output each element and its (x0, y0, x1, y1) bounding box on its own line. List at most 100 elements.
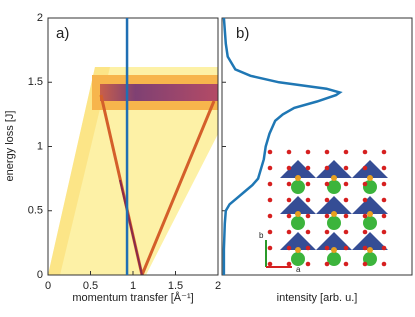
atom-green (291, 216, 305, 230)
atom-red (305, 149, 311, 155)
panel-label: b) (236, 25, 249, 42)
atom-red (267, 213, 273, 219)
atom-red (362, 149, 368, 155)
atom-gold (295, 211, 301, 217)
atom-red (324, 229, 330, 235)
axes-b (221, 17, 413, 276)
atom-red (286, 261, 292, 267)
atom-red (267, 261, 273, 267)
y-tick-label: 0.5 (28, 205, 43, 217)
atom-green (291, 180, 305, 194)
atom-red (267, 229, 273, 235)
atom-red (362, 213, 368, 219)
atom-red (324, 261, 330, 267)
x-tick-label: 0.5 (83, 280, 98, 292)
atom-red (362, 165, 368, 171)
heatmap-band (100, 84, 218, 101)
octahedron (316, 232, 352, 250)
atom-red (343, 213, 349, 219)
atom-red (381, 149, 387, 155)
octahedron (280, 232, 316, 250)
atom-red (324, 245, 330, 251)
atom-red (305, 245, 311, 251)
intensity-curve (222, 17, 343, 275)
atom-red (286, 165, 292, 171)
atom-red (267, 165, 273, 171)
octahedron (316, 196, 352, 214)
heatmap (48, 67, 218, 275)
atom-red (286, 149, 292, 155)
atom-red (286, 245, 292, 251)
atom-gold (295, 175, 301, 181)
atom-red (362, 229, 368, 235)
atom-red (381, 261, 387, 267)
atom-red (381, 197, 387, 203)
atom-red (267, 245, 273, 251)
atom-red (381, 181, 387, 187)
atom-gold (367, 247, 373, 253)
heatmap-region (48, 67, 110, 275)
atom-red (324, 149, 330, 155)
atom-red (343, 165, 349, 171)
atom-red (267, 181, 273, 187)
atom-green (291, 252, 305, 266)
y-tick-label: 0 (37, 269, 43, 281)
atom-red (305, 181, 311, 187)
atom-green (327, 180, 341, 194)
atom-red (324, 213, 330, 219)
atom-green (327, 252, 341, 266)
x-tick-label: 2 (215, 280, 221, 292)
atom-red (267, 197, 273, 203)
atom-red (305, 261, 311, 267)
atom-red (343, 149, 349, 155)
y-tick-label: 1 (37, 140, 43, 152)
atom-red (362, 181, 368, 187)
atom-red (362, 197, 368, 203)
x-tick-label: 1 (130, 280, 136, 292)
atom-gold (295, 247, 301, 253)
octahedron (316, 160, 352, 178)
atom-red (286, 213, 292, 219)
atom-red (286, 229, 292, 235)
atom-red (305, 229, 311, 235)
x-axis-label: intensity [arb. u.] (277, 292, 358, 304)
atom-gold (367, 175, 373, 181)
x-axis-label: momentum transfer [Å⁻¹] (72, 291, 193, 304)
atom-red (324, 165, 330, 171)
inset-axis-label: a (296, 265, 301, 274)
octahedron (352, 160, 388, 178)
atom-red (305, 197, 311, 203)
atom-red (343, 197, 349, 203)
atom-red (305, 213, 311, 219)
y-tick-label: 2 (37, 12, 43, 24)
y-axis-label: energy loss [J] (4, 111, 16, 182)
atom-red (343, 245, 349, 251)
atom-gold (331, 211, 337, 217)
atom-red (324, 181, 330, 187)
atom-gold (331, 247, 337, 253)
octahedron (280, 160, 316, 178)
panel-label: a) (56, 25, 69, 42)
atom-green (363, 216, 377, 230)
dispersion (119, 179, 143, 275)
atom-gold (331, 175, 337, 181)
atom-red (381, 165, 387, 171)
atom-red (324, 197, 330, 203)
octahedron (280, 196, 316, 214)
octahedron (352, 232, 388, 250)
atom-red (362, 261, 368, 267)
atom-red (381, 213, 387, 219)
atom-gold (367, 211, 373, 217)
atom-green (327, 216, 341, 230)
atom-red (381, 229, 387, 235)
atom-red (343, 261, 349, 267)
y-tick-label: 1.5 (28, 76, 43, 88)
atom-red (381, 245, 387, 251)
crystal-inset: ba (259, 149, 388, 274)
atom-red (286, 197, 292, 203)
atom-red (343, 229, 349, 235)
octahedron (352, 196, 388, 214)
atom-red (286, 181, 292, 187)
atom-red (305, 165, 311, 171)
